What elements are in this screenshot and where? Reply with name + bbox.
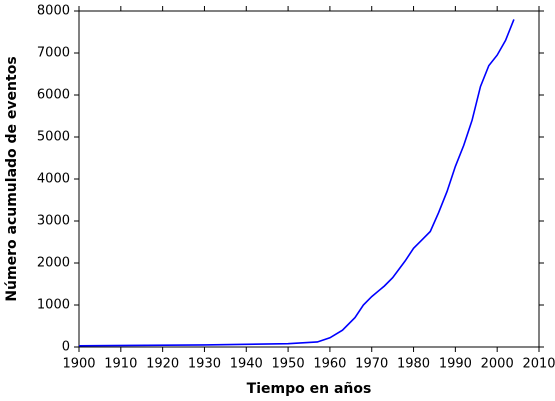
y-tick-label: 5000 <box>37 130 70 145</box>
x-tick-label: 1990 <box>439 357 472 372</box>
x-tick-label: 1970 <box>355 357 388 372</box>
x-tick-label: 1980 <box>397 357 430 372</box>
y-axis-title: Número acumulado de eventos <box>4 56 20 301</box>
x-tick-label: 1920 <box>146 357 179 372</box>
y-tick-label: 1000 <box>37 298 70 313</box>
x-tick-label: 1940 <box>230 357 263 372</box>
y-tick-label: 2000 <box>37 256 70 271</box>
x-tick-label: 2000 <box>481 357 514 372</box>
y-tick-label: 0 <box>62 340 70 355</box>
y-tick-label: 3000 <box>37 214 70 229</box>
y-tick-label: 4000 <box>37 172 70 187</box>
x-axis-title: Tiempo en años <box>247 381 372 397</box>
x-tick-label: 1900 <box>62 357 95 372</box>
x-tick-label: 1960 <box>313 357 346 372</box>
data-line <box>78 19 515 347</box>
y-tick-label: 6000 <box>37 88 70 103</box>
x-tick-label: 1930 <box>188 357 221 372</box>
y-tick-label: 8000 <box>37 4 70 19</box>
x-tick-label: 1910 <box>104 357 137 372</box>
plot-frame <box>78 10 540 348</box>
y-tick-label: 7000 <box>37 46 70 61</box>
x-tick-label: 1950 <box>272 357 305 372</box>
x-tick-label: 2010 <box>522 357 555 372</box>
